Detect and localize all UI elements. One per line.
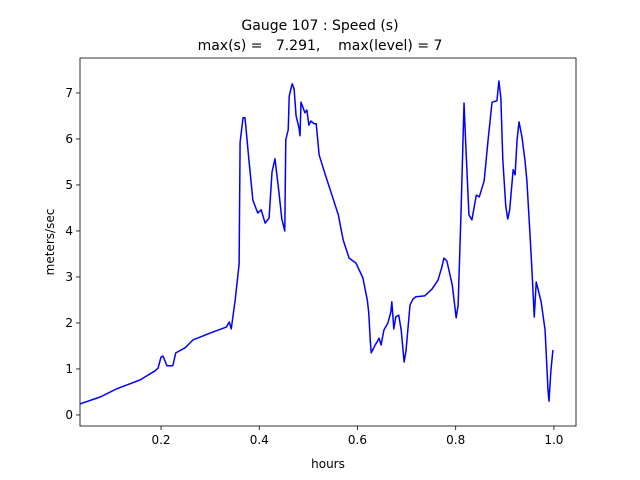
y-tick-label: 6	[65, 132, 73, 146]
x-tick-label: 0.2	[151, 433, 170, 447]
y-tick-label: 2	[65, 316, 73, 330]
data-line	[80, 80, 554, 405]
plot-frame	[79, 57, 577, 427]
y-axis-label: meters/sec	[43, 209, 57, 276]
y-tick-label: 1	[65, 362, 73, 376]
x-tick-label: 0.6	[348, 433, 367, 447]
x-tick-label: 1.0	[544, 433, 563, 447]
x-tick-label: 0.4	[250, 433, 269, 447]
y-tick-label: 3	[65, 270, 73, 284]
y-tick-label: 5	[65, 178, 73, 192]
x-axis-label: hours	[311, 457, 345, 471]
chart-subtitle: max(s) = 7.291, max(level) = 7	[198, 38, 443, 54]
y-tick-label: 0	[65, 408, 73, 422]
y-tick-label: 7	[65, 86, 73, 100]
x-tick-label: 0.8	[446, 433, 465, 447]
y-tick-label: 4	[65, 224, 73, 238]
chart-title: Gauge 107 : Speed (s)	[241, 18, 398, 34]
